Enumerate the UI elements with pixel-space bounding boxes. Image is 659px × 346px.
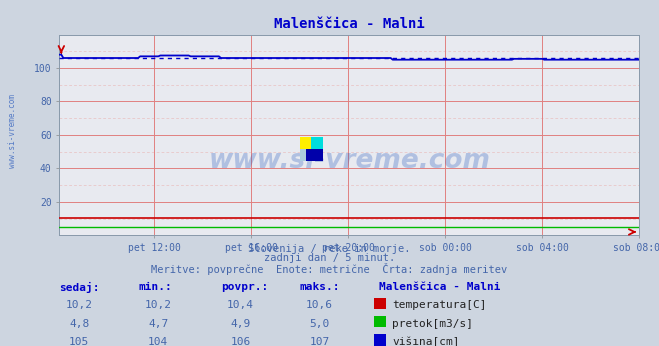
Text: Malenščica - Malni: Malenščica - Malni [379,282,500,292]
Text: 10,2: 10,2 [145,300,171,310]
Bar [312,137,323,149]
Text: zadnji dan / 5 minut.: zadnji dan / 5 minut. [264,253,395,263]
Text: www.si-vreme.com: www.si-vreme.com [8,94,17,169]
Text: 10,6: 10,6 [306,300,333,310]
Text: višına[cm]: višına[cm] [392,337,459,346]
Text: 4,8: 4,8 [69,319,89,329]
Text: 4,9: 4,9 [231,319,250,329]
Text: 105: 105 [69,337,89,346]
Title: Malenščica - Malni: Malenščica - Malni [274,17,424,31]
Bar [300,137,312,149]
Text: www.si-vreme.com: www.si-vreme.com [208,148,490,174]
Text: 106: 106 [231,337,250,346]
Text: 10,2: 10,2 [66,300,92,310]
Text: 4,7: 4,7 [148,319,168,329]
Text: 10,4: 10,4 [227,300,254,310]
Text: 5,0: 5,0 [310,319,330,329]
Text: sedaj:: sedaj: [59,282,100,293]
Text: povpr.:: povpr.: [221,282,268,292]
Bar [300,149,306,161]
Text: 107: 107 [310,337,330,346]
Text: temperatura[C]: temperatura[C] [392,300,486,310]
Text: min.:: min.: [138,282,172,292]
Text: Slovenija / reke in morje.: Slovenija / reke in morje. [248,244,411,254]
Text: 104: 104 [148,337,168,346]
Text: pretok[m3/s]: pretok[m3/s] [392,319,473,329]
Bar [306,149,323,161]
Text: Meritve: povprečne  Enote: metrične  Črta: zadnja meritev: Meritve: povprečne Enote: metrične Črta:… [152,263,507,275]
Text: maks.:: maks.: [300,282,340,292]
